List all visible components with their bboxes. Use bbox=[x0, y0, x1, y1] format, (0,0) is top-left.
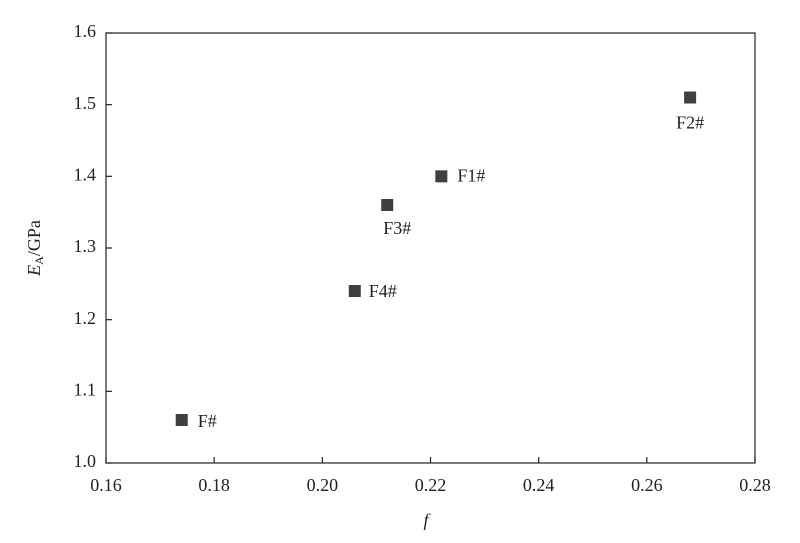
point-label: F3# bbox=[383, 218, 411, 238]
y-label-symbol: E bbox=[24, 265, 44, 277]
y-tick-label: 1.5 bbox=[74, 93, 97, 113]
x-tick-label: 0.20 bbox=[307, 475, 339, 495]
y-tick-label: 1.3 bbox=[74, 236, 97, 256]
point-label: F# bbox=[198, 411, 217, 431]
y-tick-label: 1.0 bbox=[74, 451, 97, 471]
x-tick-label: 0.22 bbox=[415, 475, 447, 495]
x-tick-label: 0.18 bbox=[198, 475, 230, 495]
y-tick-label: 1.2 bbox=[74, 308, 97, 328]
point-label: F4# bbox=[369, 281, 397, 301]
y-tick-label: 1.4 bbox=[74, 164, 97, 184]
point-label: F1# bbox=[457, 165, 485, 185]
y-tick-label: 1.6 bbox=[74, 21, 97, 41]
x-tick-label: 0.24 bbox=[523, 475, 555, 495]
point-label: F2# bbox=[676, 113, 704, 133]
point bbox=[175, 414, 188, 426]
y-tick-label: 1.1 bbox=[74, 379, 97, 399]
x-tick-label: 0.28 bbox=[739, 475, 771, 495]
x-tick-label: 0.26 bbox=[631, 475, 663, 495]
y-axis-label: EA/GPa bbox=[24, 220, 46, 277]
point bbox=[435, 170, 448, 183]
x-tick-label: 0.16 bbox=[90, 475, 122, 495]
y-label-unit: /GPa bbox=[24, 220, 44, 256]
x-axis-label: f bbox=[423, 510, 431, 530]
y-label-subscript: A bbox=[32, 256, 46, 265]
plot-frame bbox=[105, 32, 756, 464]
point bbox=[348, 285, 361, 297]
point bbox=[381, 199, 394, 211]
point bbox=[684, 91, 697, 104]
